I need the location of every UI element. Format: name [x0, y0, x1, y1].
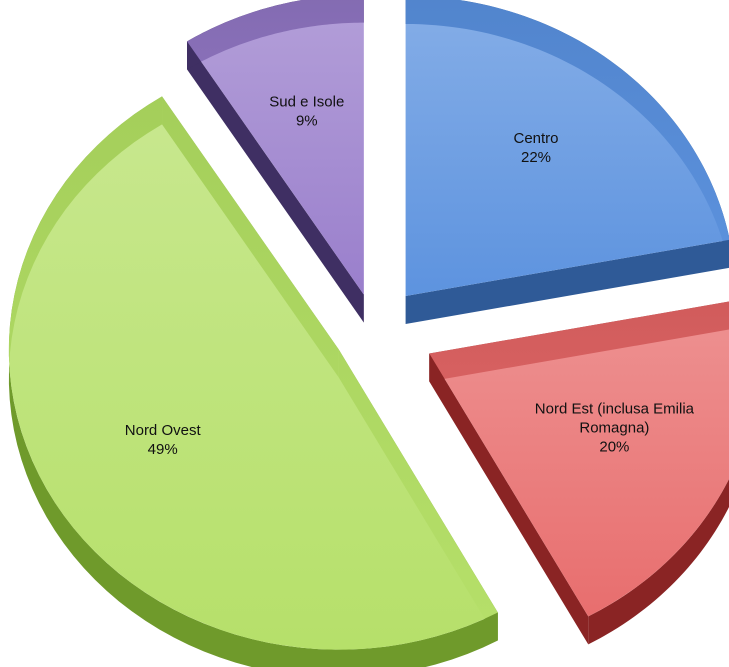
slice-name-sud-e-isole: Sud e Isole [269, 94, 344, 111]
slice-percent-centro: 22% [521, 149, 551, 166]
slice-label-centro: Centro 22% [513, 130, 558, 166]
pie-slice-nord-ovest [8, 96, 498, 650]
slice-label-nord-est-inclusa-emilia-romagna: Nord Est (inclusa Emilia Romagna) 20% [535, 401, 695, 456]
slice-name-centro: Centro [513, 130, 558, 147]
slice-name-nord-est-inclusa-emilia-romagna: Nord Est (inclusa Emilia [535, 401, 695, 418]
slice-labels: Centro 22% Nord Est (inclusa Emilia Romagna… [125, 94, 695, 458]
slice-percent-nord-est-inclusa-emilia-romagna: 20% [599, 439, 629, 456]
slice-name-nord-est-inclusa-emilia-romagna: Romagna) [579, 420, 649, 437]
pie-slice-centro [405, 0, 729, 296]
slice-percent-sud-e-isole: 9% [296, 113, 318, 130]
slice-percent-nord-ovest: 49% [148, 441, 178, 458]
pie-slice-sud-e-isole [187, 0, 364, 295]
slice-tops [8, 0, 729, 650]
slice-label-sud-e-isole: Sud e Isole 9% [269, 94, 344, 130]
slice-name-nord-ovest: Nord Ovest [125, 422, 202, 439]
pie-slice-nord-est-inclusa-emilia-romagna [429, 301, 729, 617]
slice-label-nord-ovest: Nord Ovest 49% [125, 422, 202, 458]
